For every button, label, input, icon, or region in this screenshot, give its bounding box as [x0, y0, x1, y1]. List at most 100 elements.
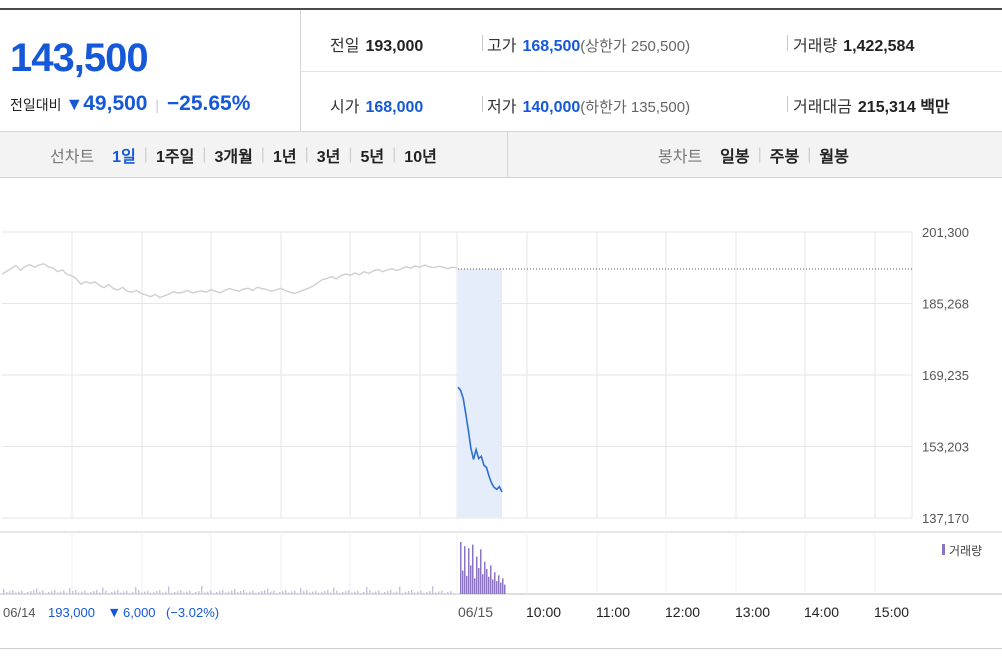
prev-volume-bar [441, 590, 443, 594]
change-rate: −25.65% [166, 92, 251, 115]
prev-volume-bar [42, 590, 44, 594]
y-axis-ticks: 201,300 185,268 169,235 153,203 137,170 [922, 225, 969, 526]
prev-volume-bar [75, 590, 77, 594]
y-tick-label: 185,268 [922, 297, 969, 312]
prev-volume-bar [339, 593, 341, 594]
prev-volume-bar [57, 592, 59, 594]
prev-volume-bar [276, 593, 278, 594]
prev-volume-bar [183, 592, 185, 594]
volume-bar [474, 578, 476, 594]
prev-volume-bar [45, 593, 47, 594]
prev-volume-bar [285, 590, 287, 594]
prev-volume-bar [444, 593, 446, 594]
prev-volume-bar [63, 590, 65, 594]
prev-volume-bar [432, 586, 434, 594]
prev-volume-bar [153, 592, 155, 594]
today-price-line [457, 386, 503, 493]
prev-volume-bar [48, 592, 50, 594]
prev-volume-bar [396, 591, 398, 594]
tab-10y[interactable]: 10년 [404, 148, 437, 166]
prev-volume-bar [6, 592, 8, 594]
prev-volume-bar [303, 591, 305, 594]
prev-volume-bar [207, 591, 209, 594]
prev-volume-bar [426, 592, 428, 594]
prev-volume-bar [39, 591, 41, 594]
prev-volume-bar [414, 592, 416, 594]
prev-volume-bar [345, 591, 347, 594]
prev-day-down-icon: ▼ [110, 606, 119, 619]
x-axis-label: 14:00 [804, 604, 839, 620]
prev-volume-bar [159, 590, 161, 594]
prev-volume-bar [411, 590, 413, 594]
prev-volume-bar [168, 586, 170, 594]
day-low: 저가 140,000(하한가 135,500) [487, 99, 691, 116]
prev-volume-bar [120, 592, 122, 594]
stats-row-2: 시가 168,000 저가 140,000(하한가 135,500) 거래대금 215… [301, 71, 1002, 132]
prev-volume-bar [126, 590, 128, 594]
prev-volume-bar [192, 593, 194, 594]
prev-volume-bar [336, 590, 338, 594]
prev-volume-bar [123, 591, 125, 594]
tab-1w[interactable]: 1주일 [155, 148, 195, 166]
volume-bar [464, 546, 466, 594]
lower-limit: (하한가 135,500) [580, 99, 691, 116]
prev-volume-bar [105, 590, 107, 594]
x-axis-label: 15:00 [874, 604, 909, 620]
volume-bar [488, 576, 490, 594]
prev-volume-bar [138, 590, 140, 594]
prev-volume-bar [435, 592, 437, 594]
prev-volume-bar [312, 591, 314, 594]
prev-volume-bar [447, 592, 449, 594]
prev-volume-bar [171, 593, 173, 594]
x-axis-label: 12:00 [665, 604, 700, 620]
volume-bar [472, 544, 474, 594]
volume-bar [504, 584, 506, 594]
volume-legend-label: 거래량 [949, 544, 982, 558]
change-divider: | [155, 97, 160, 113]
prev-volume-bar [282, 591, 284, 594]
tab-1y[interactable]: 1년 [272, 148, 297, 166]
tab-1d[interactable]: 1일 [112, 148, 136, 166]
prev-volume-bar [78, 592, 80, 594]
volume-bar [486, 569, 488, 594]
tab-daily-candle[interactable]: 일봉 [720, 148, 750, 166]
prev-volume-bar [93, 591, 95, 594]
prev-volume-bar [51, 591, 53, 594]
x-axis-label: 13:00 [735, 604, 770, 620]
tab-weekly-candle[interactable]: 주봉 [769, 148, 800, 166]
tabs-divider [507, 132, 508, 177]
tab-3m[interactable]: 3개월 [214, 148, 253, 166]
prev-day-change: 6,000 [123, 605, 156, 620]
prev-volume-bar [213, 593, 215, 594]
prev-volume-bar [30, 591, 32, 594]
prev-volume-bar [318, 593, 320, 594]
volume-bars [3, 542, 506, 594]
prev-volume-bar [210, 590, 212, 594]
y-tick-label: 201,300 [922, 225, 969, 240]
prev-volume-bar [333, 587, 335, 594]
volume-bar [484, 561, 486, 594]
prev-volume-bar [225, 592, 227, 594]
prev-volume-bar [330, 592, 332, 594]
prev-volume-bar [315, 590, 317, 594]
current-price: 143,500 [10, 36, 149, 80]
trade-amount: 거래대금 215,314 백만 [793, 99, 950, 116]
prev-volume-bar [54, 590, 56, 594]
tab-5y[interactable]: 5년 [360, 148, 385, 166]
prev-volume-bar [450, 591, 452, 594]
tab-3y[interactable]: 3년 [316, 148, 341, 166]
prev-volume-bar [300, 588, 302, 594]
volume-bar [490, 565, 492, 594]
stat-divider [482, 96, 483, 112]
tab-monthly-candle[interactable]: 월봉 [819, 148, 849, 166]
prev-volume-bar [90, 592, 92, 594]
prev-volume-bar [84, 590, 86, 594]
prev-volume-bar [135, 587, 137, 594]
prev-day-close: 193,000 [48, 605, 95, 620]
prev-day-summary: 06/14 193,000 ▼ 6,000 (−3.02%) [3, 605, 219, 620]
prev-volume-bar [387, 591, 389, 594]
prev-volume-bar [273, 590, 275, 594]
prev-volume-bar [129, 593, 131, 594]
prev-volume-bar [198, 591, 200, 594]
prev-volume-bar [231, 590, 233, 594]
